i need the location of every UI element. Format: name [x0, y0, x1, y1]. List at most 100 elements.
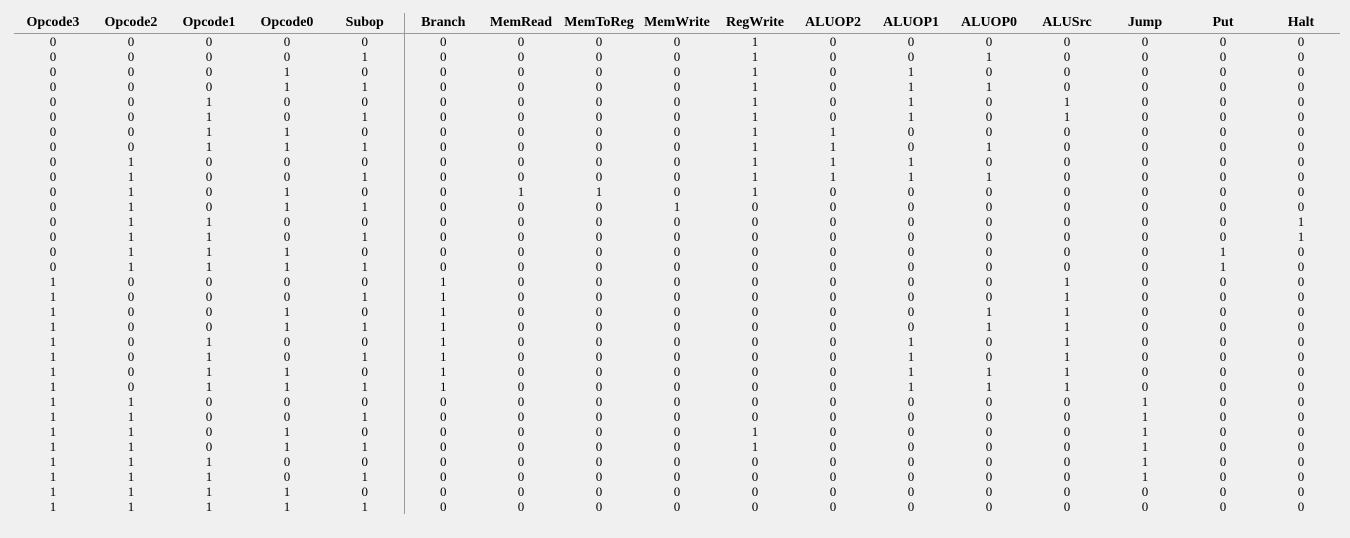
table-cell: 1: [283, 379, 291, 394]
table-cell: 0: [1141, 244, 1149, 259]
table-cell: 0: [1219, 109, 1227, 124]
table-cell: 0: [283, 274, 291, 289]
table-cell: 0: [1063, 424, 1071, 439]
table-cell: 0: [1219, 64, 1227, 79]
table-cell: 1: [127, 394, 135, 409]
table-cell: 0: [1297, 154, 1305, 169]
table-cell: 0: [595, 259, 603, 274]
table-cell: 0: [829, 409, 837, 424]
table-cell: 0: [1219, 214, 1227, 229]
table-cell: 0: [1219, 454, 1227, 469]
table-cell: 0: [517, 274, 525, 289]
table-cell: 0: [673, 409, 681, 424]
table-cell: 0: [517, 199, 525, 214]
table-cell: 0: [595, 304, 603, 319]
table-cell: 0: [127, 109, 135, 124]
table-cell: 0: [595, 124, 603, 139]
table-cell: 0: [1141, 304, 1149, 319]
table-cell: 0: [1219, 34, 1227, 49]
table-cell: 0: [1141, 364, 1149, 379]
table-cell: 0: [49, 199, 57, 214]
table-cell: 1: [1063, 289, 1071, 304]
table-cell: 0: [283, 349, 291, 364]
table-cell: 0: [517, 124, 525, 139]
table-cell: 1: [751, 79, 759, 94]
column-header-memread: MemRead: [482, 13, 560, 34]
table-cell: 0: [907, 304, 915, 319]
table-cell: 0: [517, 49, 525, 64]
table-cell: 0: [1141, 64, 1149, 79]
table-cell: 0: [1297, 139, 1305, 154]
table-cell: 0: [829, 79, 837, 94]
table-cell: 0: [440, 484, 447, 499]
table-cell: 0: [1219, 139, 1227, 154]
table-cell: 0: [673, 334, 681, 349]
table-cell: 1: [1063, 109, 1071, 124]
column-header-put: Put: [1184, 13, 1262, 34]
table-cell: 1: [1063, 274, 1071, 289]
table-cell: 0: [1297, 349, 1305, 364]
column-header-halt: Halt: [1262, 13, 1340, 34]
table-cell: 1: [907, 349, 915, 364]
table-cell: 0: [517, 409, 525, 424]
table-cell: 0: [1219, 349, 1227, 364]
table-cell: 0: [1063, 154, 1071, 169]
table-cell: 0: [127, 79, 135, 94]
table-cell: 0: [907, 199, 915, 214]
table-row: 0 1 0 0 1 0 0 0 0 1 1 1 1 0 0 0 0: [14, 169, 1340, 184]
table-cell: 1: [1063, 364, 1071, 379]
table-cell: 0: [1297, 334, 1305, 349]
table-cell: 0: [326, 154, 405, 169]
table-cell: 0: [673, 34, 681, 49]
table-cell: 0: [985, 124, 993, 139]
table-cell: 0: [1219, 124, 1227, 139]
table-cell: 0: [595, 364, 603, 379]
table-cell: 1: [127, 169, 135, 184]
table-row: 1 0 1 0 1 1 0 0 0 0 0 1 0 1 0 0 0: [14, 349, 1340, 364]
table-cell: 0: [440, 409, 447, 424]
table-cell: 0: [205, 49, 213, 64]
table-cell: 0: [907, 289, 915, 304]
table-cell: 0: [440, 439, 447, 454]
table-cell: 1: [1141, 439, 1149, 454]
table-cell: 0: [1297, 424, 1305, 439]
table-cell: 1: [326, 49, 405, 64]
table-cell: 0: [205, 169, 213, 184]
column-header-aluop1: ALUOP1: [872, 13, 950, 34]
table-cell: 1: [1063, 334, 1071, 349]
table-cell: 0: [1219, 319, 1227, 334]
table-cell: 1: [326, 439, 405, 454]
table-cell: 0: [829, 49, 837, 64]
table-cell: 0: [829, 274, 837, 289]
table-cell: 0: [283, 229, 291, 244]
table-cell: 0: [517, 34, 525, 49]
table-cell: 0: [907, 214, 915, 229]
table-cell: 0: [517, 94, 525, 109]
table-cell: 0: [595, 454, 603, 469]
table-cell: 1: [127, 199, 135, 214]
table-cell: 0: [595, 139, 603, 154]
table-cell: 0: [673, 154, 681, 169]
table-cell: 1: [985, 139, 993, 154]
table-cell: 0: [751, 289, 759, 304]
column-header-alusrc: ALUSrc: [1028, 13, 1106, 34]
table-cell: 0: [205, 79, 213, 94]
table-cell: 0: [1297, 64, 1305, 79]
table-cell: 0: [829, 229, 837, 244]
table-cell: 0: [283, 154, 291, 169]
table-cell: 0: [440, 139, 447, 154]
table-cell: 1: [595, 184, 603, 199]
table-row: 0 1 0 1 0 0 1 1 0 1 0 0 0 0 0 0 0: [14, 184, 1340, 199]
table-cell: 1: [907, 64, 915, 79]
table-cell: 0: [205, 199, 213, 214]
table-cell: 0: [1141, 199, 1149, 214]
table-cell: 0: [595, 394, 603, 409]
table-cell: 1: [49, 379, 57, 394]
table-cell: 0: [205, 409, 213, 424]
table-cell: 1: [127, 214, 135, 229]
table-cell: 0: [985, 184, 993, 199]
table-cell: 0: [1141, 349, 1149, 364]
table-cell: 1: [751, 154, 759, 169]
table-cell: 0: [326, 64, 405, 79]
table-cell: 0: [829, 394, 837, 409]
